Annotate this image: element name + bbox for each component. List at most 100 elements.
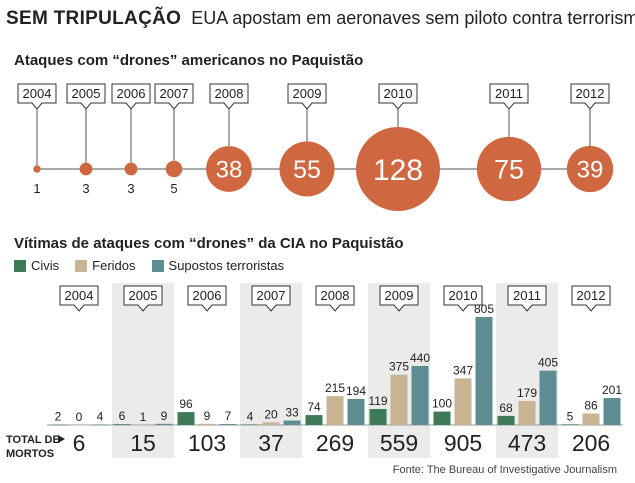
column-shade-2007 <box>240 283 302 458</box>
bar-year-2012: 2012 <box>577 288 606 303</box>
bar-terroristas-2009 <box>411 365 429 425</box>
bar-civis-2008 <box>305 415 323 425</box>
bar-terroristas-2006 <box>219 424 237 425</box>
column-shade-2011 <box>496 283 558 458</box>
bubble-year-2004: 2004 <box>23 86 52 101</box>
bar-value-feridos-2011: 179 <box>517 386 537 400</box>
bar-year-2011-box <box>507 285 547 312</box>
bar-terroristas-2004 <box>91 424 109 425</box>
bubble-year-2010-box <box>378 83 418 110</box>
bubble-2004 <box>33 165 41 173</box>
legend-label-civis: Civis <box>31 258 60 273</box>
headline-title: EUA apostam em aeronaves sem piloto cont… <box>191 8 635 28</box>
section1-title: Ataques com “drones” americanos no Paqui… <box>14 52 364 69</box>
bar-feridos-2009 <box>390 374 408 425</box>
bar-value-feridos-2007: 20 <box>264 407 278 421</box>
bar-year-2009: 2009 <box>385 288 414 303</box>
bubble-2005 <box>79 162 93 176</box>
total-2011: 473 <box>508 430 546 456</box>
bar-value-terroristas-2010: 805 <box>474 302 494 316</box>
bar-value-terroristas-2011: 405 <box>538 356 558 370</box>
bubble-year-2008-box <box>209 83 249 110</box>
bar-value-terroristas-2007: 33 <box>285 406 299 420</box>
bar-terroristas-2011 <box>539 370 557 425</box>
bar-year-2005-box <box>123 285 163 312</box>
bar-year-2007-box <box>251 285 291 312</box>
total-2006: 103 <box>188 430 226 456</box>
bar-value-civis-2006: 96 <box>179 397 193 411</box>
bubble-year-2008: 2008 <box>215 86 244 101</box>
bar-year-2009-box <box>379 285 419 312</box>
bar-year-2005: 2005 <box>129 288 158 303</box>
bar-value-terroristas-2005: 9 <box>161 409 168 423</box>
bar-year-2010: 2010 <box>449 288 478 303</box>
legend-swatch-feridos <box>75 259 88 272</box>
bar-value-feridos-2010: 347 <box>453 363 473 377</box>
bubble-year-2004-box <box>17 83 57 110</box>
column-shade-2005 <box>112 283 174 458</box>
bubble-2010 <box>356 127 440 211</box>
bubble-value-2011: 75 <box>494 155 524 185</box>
bar-year-2008: 2008 <box>321 288 350 303</box>
bubble-year-2011-box <box>489 83 529 110</box>
bar-year-2004: 2004 <box>65 288 94 303</box>
bubble-value-2006: 3 <box>127 181 134 196</box>
total-2008: 269 <box>316 430 354 456</box>
bubble-year-2006-box <box>111 83 151 110</box>
bar-value-civis-2004: 2 <box>55 410 62 424</box>
bar-terroristas-2010 <box>475 317 493 425</box>
total-2005: 15 <box>130 430 156 456</box>
total-2007: 37 <box>258 430 284 456</box>
bar-civis-2007 <box>241 424 259 425</box>
legend-swatch-civis <box>14 259 26 272</box>
bar-value-civis-2009: 119 <box>368 394 387 408</box>
bar-feridos-2010 <box>454 378 472 425</box>
bar-terroristas-2008 <box>347 398 365 425</box>
bar-value-terroristas-2008: 194 <box>346 384 366 398</box>
legend-item-civis: Civis <box>14 258 59 273</box>
bubble-year-2010: 2010 <box>384 86 413 101</box>
bubble-year-2012-box <box>570 83 610 110</box>
bar-year-2004-box <box>59 285 99 312</box>
legend-swatch-terroristas <box>151 259 164 272</box>
bar-civis-2012 <box>561 424 579 425</box>
source-note: Fonte: The Bureau of Investigative Journ… <box>392 464 617 476</box>
bar-year-2007: 2007 <box>257 288 286 303</box>
bar-feridos-2008 <box>326 396 344 425</box>
bar-value-terroristas-2012: 201 <box>602 383 622 397</box>
bar-value-feridos-2004: 0 <box>76 410 83 424</box>
total-label-line1: TOTAL DE <box>6 434 60 446</box>
bar-value-feridos-2012: 86 <box>584 398 598 412</box>
bar-feridos-2006 <box>198 423 216 425</box>
bubble-2006 <box>124 162 138 176</box>
bar-value-feridos-2009: 375 <box>389 360 409 374</box>
bar-value-feridos-2006: 9 <box>204 409 211 423</box>
bubble-2011 <box>476 136 542 202</box>
headline: SEM TRIPULAÇÃO EUA apostam em aeronaves s… <box>6 8 635 30</box>
bubble-value-2004: 1 <box>33 181 40 196</box>
bubble-year-2005-box <box>66 83 106 110</box>
bubble-year-2012: 2012 <box>576 86 605 101</box>
bubble-year-2009-box <box>287 83 327 110</box>
bubble-value-2008: 38 <box>216 157 243 184</box>
bar-value-terroristas-2006: 7 <box>225 409 232 423</box>
bar-year-2011: 2011 <box>513 288 541 303</box>
bar-civis-2009 <box>369 409 387 425</box>
legend: Civis Feridos Supostos terroristas <box>14 258 300 273</box>
bar-year-2012-box <box>571 285 611 312</box>
bar-feridos-2011 <box>518 400 536 425</box>
bar-terroristas-2005 <box>155 423 173 425</box>
bubble-2007 <box>165 160 183 178</box>
bar-civis-2005 <box>113 424 131 425</box>
bar-year-2006-box <box>187 285 227 312</box>
bar-value-civis-2012: 5 <box>567 409 574 423</box>
total-2004: 6 <box>73 430 86 456</box>
bar-feridos-2004 <box>70 425 88 426</box>
bubble-value-2009: 55 <box>293 156 321 184</box>
total-2009: 559 <box>380 430 418 456</box>
total-2012: 206 <box>572 430 610 456</box>
bar-value-civis-2010: 100 <box>432 397 452 411</box>
legend-item-feridos: Feridos <box>75 258 136 273</box>
bar-value-civis-2007: 4 <box>247 409 254 423</box>
bubble-year-2009: 2009 <box>293 86 322 101</box>
